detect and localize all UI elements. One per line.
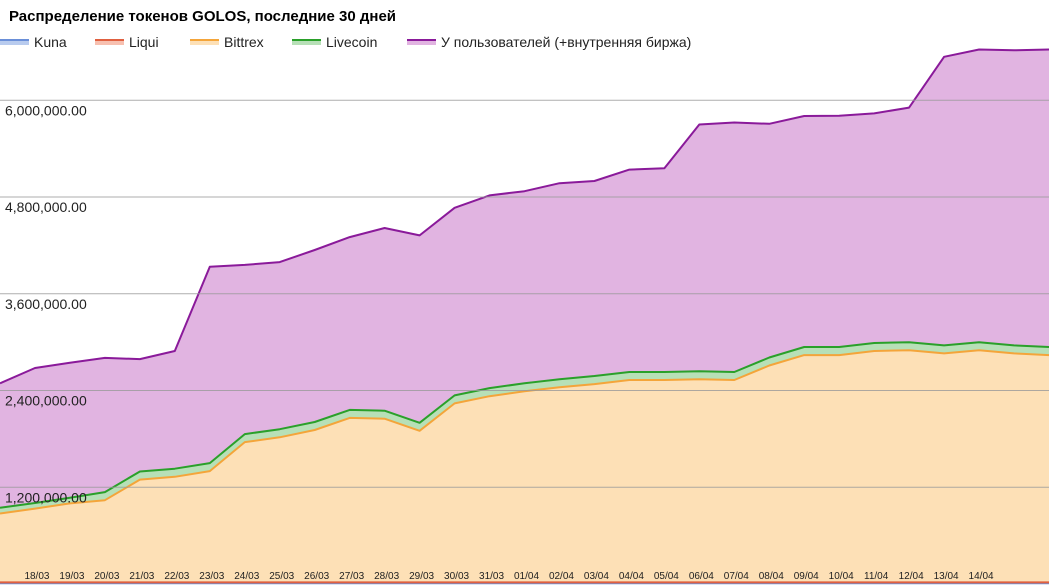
x-tick-label: 20/03	[94, 571, 119, 582]
x-tick-label: 08/04	[759, 571, 784, 582]
x-tick-label: 31/03	[479, 571, 504, 582]
y-tick-label: 4,800,000.00	[5, 199, 87, 215]
y-tick-label: 3,600,000.00	[5, 296, 87, 312]
y-tick-label: 2,400,000.00	[5, 393, 87, 409]
x-tick-label: 10/04	[829, 571, 854, 582]
legend-label: Livecoin	[326, 34, 378, 50]
legend-swatch-livecoin	[292, 39, 321, 45]
x-tick-label: 12/04	[899, 571, 924, 582]
x-tick-label: 21/03	[129, 571, 154, 582]
series-areas	[0, 49, 1049, 584]
x-tick-label: 24/03	[234, 571, 259, 582]
x-tick-label: 29/03	[409, 571, 434, 582]
legend-label: У пользователей (+внутренняя биржа)	[441, 34, 692, 50]
legend-swatch-bittrex	[190, 39, 219, 45]
gridlines	[0, 99, 1049, 488]
y-axis-ticks: 1,200,000.00 2,400,000.00 3,600,000.00 4,80…	[5, 102, 87, 505]
legend-swatch-kuna	[0, 39, 29, 45]
area-livecoin	[0, 342, 1049, 514]
x-tick-label: 19/03	[59, 571, 84, 582]
series-lines	[0, 48, 1049, 585]
x-tick-label: 23/03	[199, 571, 224, 582]
line-livecoin	[0, 341, 1049, 509]
line-bittrex	[0, 349, 1049, 515]
x-axis-ticks: 18/03 19/03 20/03 21/03 22/03 23/03 24/03 25/03…	[24, 571, 994, 582]
x-tick-label: 01/04	[514, 571, 539, 582]
x-tick-label: 02/04	[549, 571, 574, 582]
legend-label: Kuna	[34, 34, 67, 50]
x-tick-label: 25/03	[269, 571, 294, 582]
legend-label: Liqui	[129, 34, 159, 50]
x-tick-label: 13/04	[934, 571, 959, 582]
area-series-4	[0, 49, 1049, 508]
x-tick-label: 22/03	[164, 571, 189, 582]
legend-swatch-users	[407, 39, 436, 45]
line-series-4	[0, 48, 1049, 385]
x-tick-label: 06/04	[689, 571, 714, 582]
x-tick-label: 07/04	[724, 571, 749, 582]
chart-title: Распределение токенов GOLOS, последние 3…	[9, 8, 397, 25]
area-bittrex	[0, 350, 1049, 583]
x-tick-label: 11/04	[864, 571, 889, 582]
x-tick-label: 30/03	[444, 571, 469, 582]
x-tick-label: 09/04	[794, 571, 819, 582]
x-tick-label: 27/03	[339, 571, 364, 582]
x-tick-label: 03/04	[584, 571, 609, 582]
legend-label: Bittrex	[224, 34, 264, 50]
x-tick-label: 04/04	[619, 571, 644, 582]
x-tick-label: 14/04	[969, 571, 994, 582]
x-tick-label: 18/03	[24, 571, 49, 582]
y-tick-label: 1,200,000.00	[5, 489, 87, 505]
x-tick-label: 05/04	[654, 571, 679, 582]
x-tick-label: 28/03	[374, 571, 399, 582]
x-tick-label: 26/03	[304, 571, 329, 582]
legend-swatch-liqui	[95, 39, 124, 45]
y-tick-label: 6,000,000.00	[5, 102, 87, 118]
